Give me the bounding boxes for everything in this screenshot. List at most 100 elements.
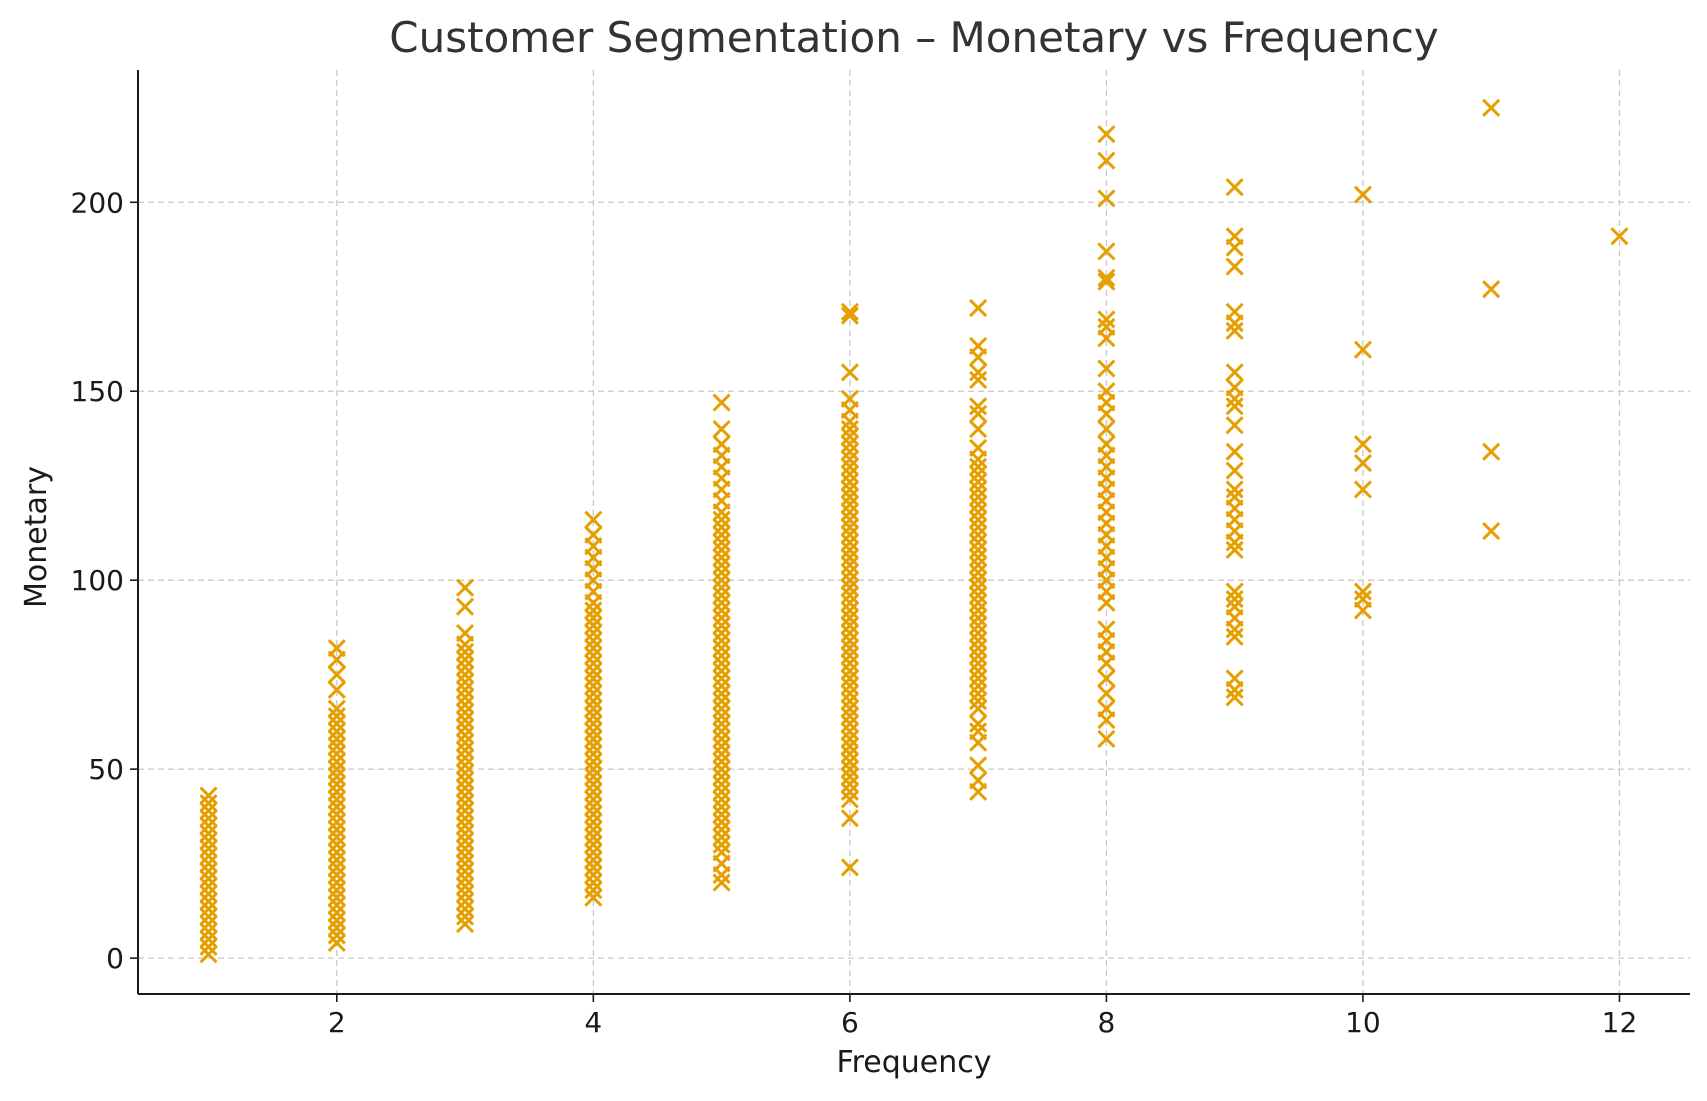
data-point	[712, 676, 731, 696]
data-point	[969, 487, 988, 507]
y-axis-label: Monetary	[19, 466, 54, 608]
data-point	[1482, 521, 1501, 541]
data-point	[840, 457, 859, 476]
data-point	[199, 922, 218, 941]
data-point	[712, 646, 731, 665]
data-point	[840, 480, 859, 499]
data-point	[584, 510, 603, 529]
data-point	[199, 930, 218, 949]
data-point	[327, 896, 346, 915]
data-point	[712, 435, 731, 454]
data-point	[199, 884, 218, 903]
data-point	[969, 540, 988, 560]
data-point	[584, 654, 603, 673]
data-point	[456, 650, 475, 669]
data-point	[1097, 359, 1116, 378]
data-point	[840, 760, 859, 779]
data-point	[712, 639, 731, 658]
data-point	[969, 548, 988, 567]
data-point	[840, 631, 859, 650]
data-point	[584, 707, 603, 726]
data-point	[840, 699, 859, 718]
data-point	[969, 533, 988, 552]
data-point	[456, 786, 475, 805]
data-point	[840, 608, 859, 628]
x-tick-label: 10	[1345, 1006, 1381, 1039]
data-point	[456, 824, 475, 843]
data-point	[1482, 280, 1501, 299]
data-point	[840, 722, 859, 741]
data-point	[712, 571, 731, 590]
data-point	[1097, 435, 1116, 454]
data-point	[840, 563, 859, 582]
data-point	[1225, 540, 1244, 560]
data-point	[199, 847, 218, 866]
data-point	[840, 302, 859, 321]
data-point	[584, 646, 603, 665]
data-point	[584, 608, 603, 628]
data-point	[840, 767, 859, 786]
data-point	[456, 869, 475, 888]
data-point	[840, 510, 859, 529]
y-tick-label: 0	[106, 942, 124, 975]
data-point	[199, 915, 218, 934]
data-point	[712, 692, 731, 711]
grid-layer	[138, 70, 1690, 994]
data-point	[840, 540, 859, 560]
data-point	[327, 699, 346, 718]
data-point	[712, 578, 731, 597]
data-point	[1225, 461, 1244, 480]
data-point	[327, 797, 346, 816]
data-point	[1097, 125, 1116, 144]
data-point	[712, 782, 731, 801]
data-point	[1097, 419, 1116, 439]
data-point	[584, 601, 603, 620]
data-point	[712, 707, 731, 726]
data-point	[1097, 620, 1116, 639]
data-point	[584, 828, 603, 847]
data-point	[1225, 487, 1244, 507]
data-point	[840, 669, 859, 688]
data-point	[712, 737, 731, 756]
data-point	[456, 794, 475, 813]
data-point	[327, 873, 346, 892]
data-point	[969, 722, 988, 741]
data-point	[969, 654, 988, 673]
data-point	[327, 760, 346, 779]
data-point	[199, 892, 218, 911]
data-point	[456, 624, 475, 643]
data-point	[584, 752, 603, 771]
data-point	[712, 393, 731, 412]
data-point	[969, 699, 988, 718]
data-point	[969, 465, 988, 484]
data-point	[840, 450, 859, 469]
data-point	[327, 888, 346, 907]
data-point	[969, 525, 988, 544]
data-point	[584, 790, 603, 809]
data-point	[1225, 442, 1244, 461]
data-point	[712, 624, 731, 643]
data-point	[199, 907, 218, 926]
data-point	[1610, 227, 1629, 246]
data-point	[840, 419, 859, 439]
data-point	[840, 571, 859, 590]
data-point	[584, 767, 603, 786]
data-point	[712, 722, 731, 741]
data-point	[199, 877, 218, 896]
data-point	[327, 707, 346, 726]
data-point	[456, 688, 475, 707]
data-point	[1225, 416, 1244, 435]
data-point	[712, 835, 731, 854]
data-point	[327, 918, 346, 937]
data-point	[584, 835, 603, 854]
data-point	[840, 684, 859, 703]
data-point	[584, 525, 603, 544]
data-point	[327, 865, 346, 885]
data-point	[1353, 582, 1372, 601]
data-point	[840, 593, 859, 612]
data-point	[840, 427, 859, 446]
data-point	[712, 556, 731, 575]
data-point	[327, 737, 346, 756]
data-point	[969, 472, 988, 491]
data-point	[199, 801, 218, 820]
